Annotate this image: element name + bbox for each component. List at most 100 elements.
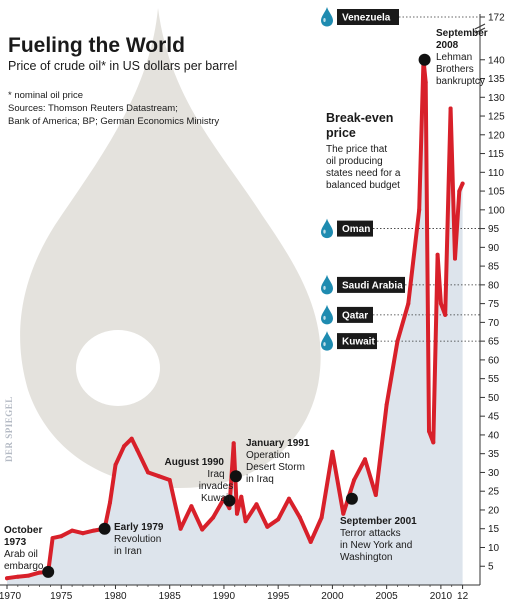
y-tick-label: 130 [488, 93, 505, 104]
watermark: DER SPIEGEL [4, 396, 14, 462]
price-point [276, 517, 281, 522]
break-even-country-label: Kuwait [342, 337, 375, 348]
chart-title: Fueling the World [8, 34, 185, 57]
x-tick-label: 1990 [213, 591, 236, 600]
price-point [423, 80, 428, 85]
oil-droplet-shine [323, 342, 326, 347]
y-tick-label: 55 [488, 374, 500, 385]
x-tick-label: 2010 [430, 591, 453, 600]
x-tick-label: 1995 [267, 591, 290, 600]
oil-droplet-icon [321, 218, 333, 239]
break-even-country-label: Venezuela [342, 13, 391, 24]
oil-droplet-shine [323, 18, 326, 22]
oil-droplet-icon [321, 7, 333, 27]
chart-subtitle: Price of crude oil* in US dollars per ba… [8, 59, 237, 73]
y-tick-label: 50 [488, 393, 500, 404]
event-title: October [4, 525, 42, 536]
event-text: Kuwait [201, 493, 231, 504]
price-point [178, 526, 183, 531]
y-tick-label: 45 [488, 412, 500, 423]
event-text: in Iran [114, 546, 142, 557]
price-point [211, 515, 216, 520]
price-point [146, 470, 150, 475]
note-sources: Sources: Thomson Reuters Datastream; [8, 103, 178, 114]
price-point [384, 402, 389, 407]
oil-droplet-icon [321, 331, 333, 351]
event-text: Revolution [114, 534, 161, 545]
y-tick-label: 120 [488, 130, 505, 141]
price-point [352, 478, 357, 482]
price-point [108, 500, 112, 505]
oil-drop-highlight [76, 330, 160, 406]
x-tick-label: 12 [457, 591, 469, 600]
event-text: Terror attacks [340, 528, 401, 539]
oil-droplet-shine [323, 229, 326, 234]
price-point [5, 576, 9, 581]
oil-droplet-icon [321, 274, 333, 295]
price-point [70, 528, 75, 533]
event-text: Desert Storm [246, 462, 305, 473]
price-point [457, 189, 462, 194]
event-text: Brothers [436, 64, 474, 75]
event-marker [223, 494, 236, 507]
event-text: Arab oil [4, 549, 38, 560]
price-point [113, 462, 118, 467]
event-title: 1973 [4, 537, 27, 548]
price-point [91, 528, 96, 533]
event-marker [98, 522, 111, 535]
price-point [435, 252, 440, 257]
x-tick-label: 1970 [0, 591, 22, 600]
y-tick-label: 20 [488, 506, 500, 517]
y-tick-label: 60 [488, 355, 500, 366]
oil-droplet-shine [323, 285, 326, 290]
x-tick-label: 2005 [375, 591, 398, 600]
event-text: in New York and [340, 540, 412, 551]
break-even-country-label: Qatar [342, 311, 368, 322]
y-tick-label: 30 [488, 468, 500, 479]
price-point [453, 256, 457, 261]
price-point [406, 301, 411, 306]
y-tick-label: 95 [488, 224, 500, 235]
price-point [265, 524, 270, 529]
event-text: Washington [340, 552, 392, 563]
y-tick-label: 65 [488, 337, 500, 348]
y-tick-label: 135 [488, 74, 505, 85]
price-point [287, 496, 291, 501]
y-tick-label: 85 [488, 262, 500, 273]
y-tick-label: 115 [488, 149, 504, 160]
price-point [80, 531, 85, 536]
event-text: embargo [4, 561, 44, 572]
price-point [26, 573, 31, 578]
price-point [122, 444, 127, 449]
price-point [243, 519, 248, 524]
price-point [189, 504, 194, 509]
price-point [239, 494, 244, 499]
note-nominal: * nominal oil price [8, 90, 83, 101]
event-text: Iraq [207, 469, 224, 480]
price-point [363, 457, 367, 462]
event-title: August 1990 [165, 457, 225, 468]
x-tick-label: 2000 [321, 591, 344, 600]
event-text: Operation [246, 450, 290, 461]
price-point [341, 511, 346, 516]
price-point [395, 339, 400, 344]
break-even-country-box [337, 276, 405, 293]
price-point [438, 301, 443, 306]
x-tick-label: 1975 [50, 591, 73, 600]
event-text: invades [199, 481, 233, 492]
break-even-text-2: oil producing [326, 156, 383, 167]
event-marker [229, 470, 242, 483]
event-text: Lehman [436, 52, 472, 63]
break-even-country-box [337, 333, 377, 350]
break-even-title-2: price [326, 126, 356, 140]
event-title: 2008 [436, 40, 459, 51]
break-even-country-box [337, 306, 373, 323]
price-point [431, 440, 436, 445]
event-marker [345, 492, 358, 505]
y-tick-label: 25 [488, 487, 500, 498]
event-text: in Iraq [246, 474, 274, 485]
break-even-country-box [337, 220, 373, 237]
price-point [135, 447, 140, 452]
break-even-title-1: Break-even [326, 111, 393, 125]
